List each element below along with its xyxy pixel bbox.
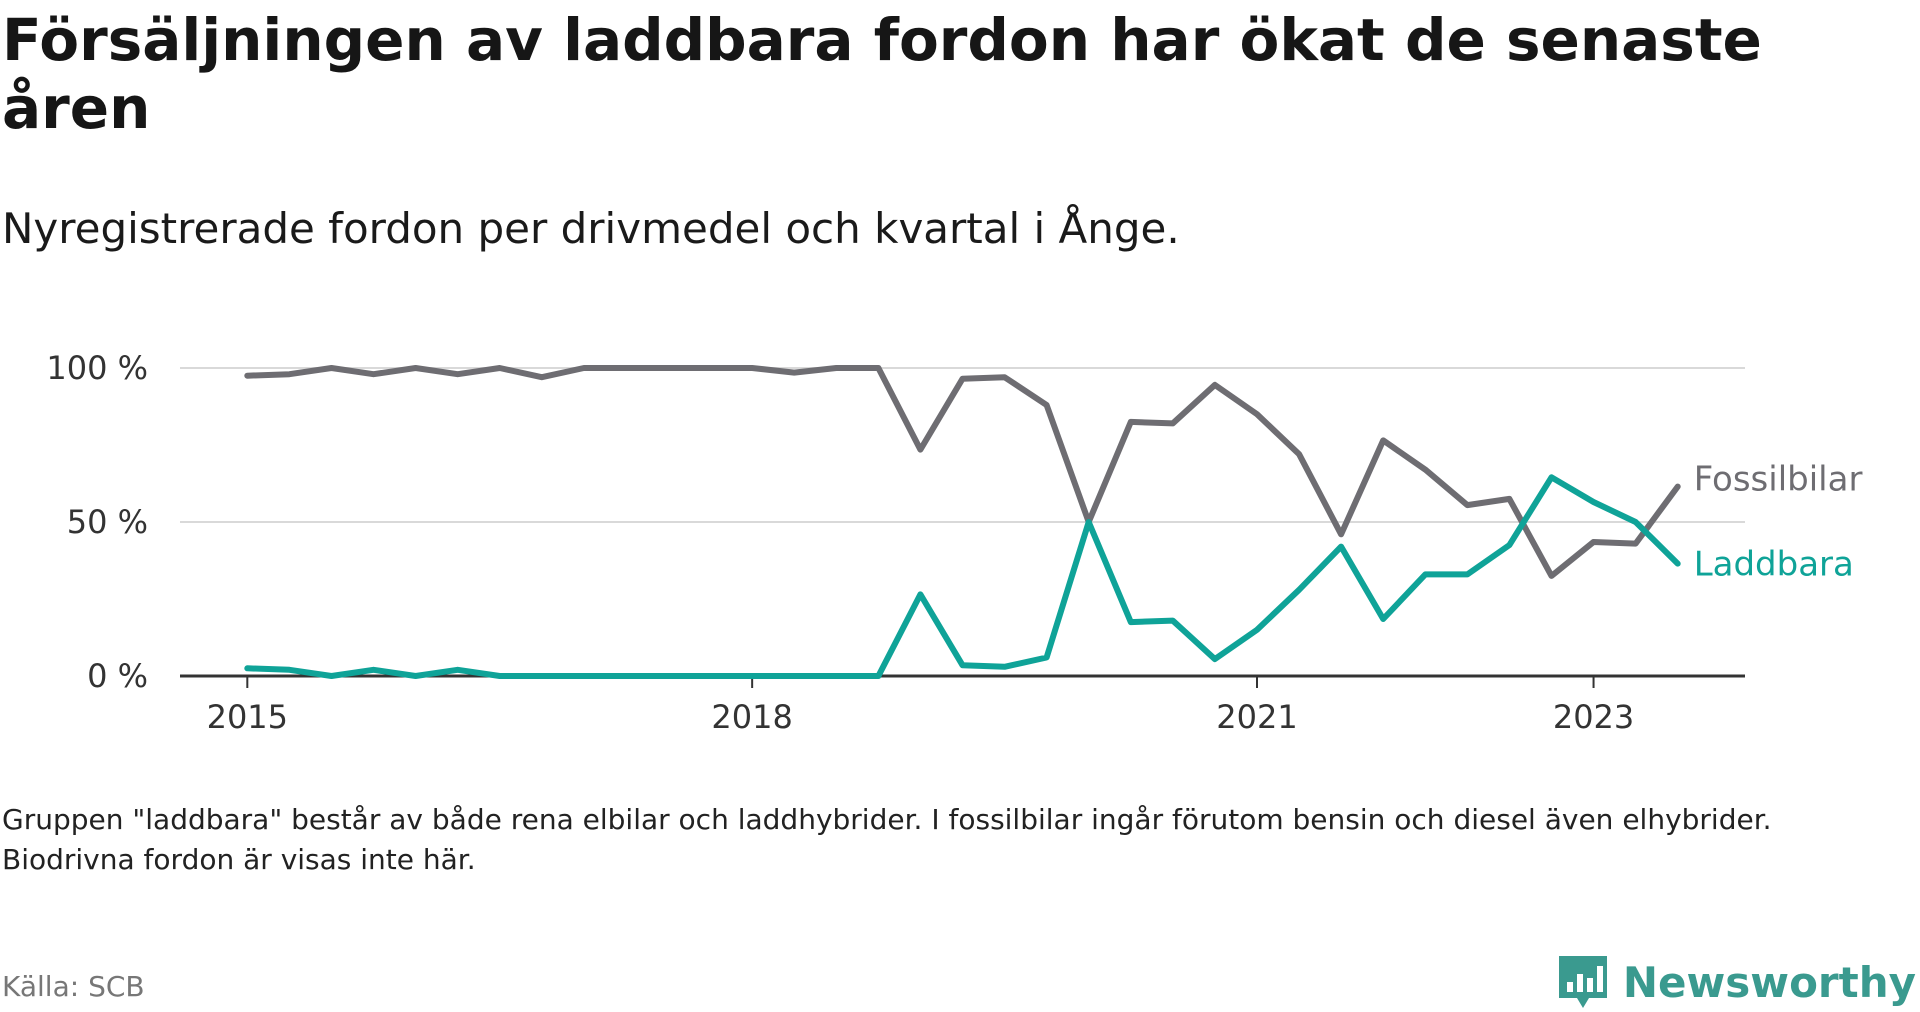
y-tick-label: 0 % xyxy=(87,657,148,695)
source-note: Källa: SCB xyxy=(2,970,145,1003)
label-layer: 0 % 50 % 100 % 2015 2018 2021 2023 Fossilbilar L… xyxy=(46,349,1862,736)
x-tick-label: 2018 xyxy=(711,698,792,736)
y-tick-label: 50 % xyxy=(67,503,148,541)
series-layer xyxy=(244,365,1681,679)
x-tick-label: 2023 xyxy=(1553,698,1634,736)
series-line-laddbara xyxy=(244,474,1681,679)
series-line-fossilbilar xyxy=(244,365,1681,579)
x-tick-label: 2021 xyxy=(1216,698,1297,736)
series-label-laddbara: Laddbara xyxy=(1694,545,1854,585)
newsworthy-logo-icon xyxy=(1558,956,1607,1008)
series-label-fossilbilar: Fossilbilar xyxy=(1694,460,1863,500)
brand-name: Newsworthy xyxy=(1622,957,1916,1007)
chart-subtitle: Nyregistrerade fordon per drivmedel och … xyxy=(2,204,1180,253)
brand-logo: Newsworthy xyxy=(1555,952,1916,1012)
grid-layer xyxy=(180,367,1745,688)
x-tick-label: 2015 xyxy=(207,698,288,736)
chart-title: Försäljningen av laddbara fordon har öka… xyxy=(2,6,1762,142)
y-tick-label: 100 % xyxy=(46,349,148,387)
footnote: Gruppen "laddbara" består av både rena e… xyxy=(2,803,1772,876)
line-chart: 0 % 50 % 100 % 2015 2018 2021 2023 Fossilbilar L… xyxy=(46,349,1862,736)
